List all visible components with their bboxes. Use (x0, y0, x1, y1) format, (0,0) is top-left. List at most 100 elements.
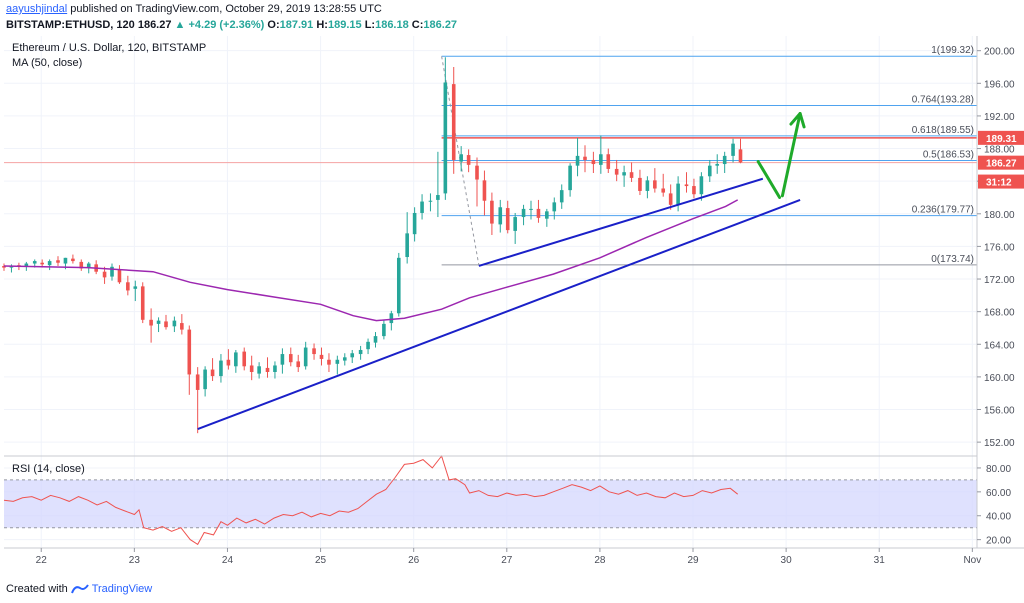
candle-body (443, 82, 448, 194)
tradingview-logo-icon (70, 584, 89, 594)
price-axis-badge (978, 174, 1024, 189)
rsi-band-fill (4, 479, 977, 528)
price-axis-badge (978, 155, 1024, 170)
time-tick-label: 23 (129, 555, 141, 566)
rsi-path (3, 454, 739, 546)
tradingview-brand[interactable]: TradingView (91, 583, 153, 595)
candle-body (210, 369, 215, 377)
rsi-line (3, 454, 739, 546)
candlesticks (2, 57, 743, 434)
candle-body (79, 261, 84, 269)
time-tick-label: Nov (963, 555, 981, 566)
candle-body (676, 183, 680, 205)
ma-legend: MA (50, close) (12, 57, 82, 69)
candle-body (707, 165, 712, 177)
candle-body (536, 208, 541, 218)
candle-body (133, 286, 138, 289)
time-tick-label: 31 (874, 555, 886, 566)
horizontal-lines[interactable] (4, 137, 977, 164)
candle-body (722, 155, 727, 165)
open-label: O: (267, 19, 280, 31)
rsi-tick-label: 60.00 (986, 488, 1011, 499)
price-tick-label: 160.00 (984, 373, 1015, 384)
candle-body (63, 257, 68, 264)
candle-body (521, 208, 526, 218)
rsi-legend: RSI (14, close) (12, 463, 85, 475)
low-value: 186.18 (375, 19, 409, 31)
price-tick-label: 152.00 (984, 438, 1015, 449)
candle-body (219, 360, 223, 377)
price-tick-label: 164.00 (984, 340, 1015, 351)
last-price: 186.27 (137, 19, 172, 31)
time-tick-label: 26 (408, 555, 420, 566)
candle-body (226, 359, 231, 366)
candle-body (645, 180, 650, 191)
candle-body (195, 374, 200, 390)
forecast-arrows[interactable] (756, 111, 806, 199)
candle-body (24, 263, 29, 267)
price-axis-badge-label: 186.27 (986, 159, 1017, 170)
candle-body (156, 320, 161, 324)
time-tick-label: 29 (687, 555, 699, 566)
chart-axes: 152.00 156.00 160.00 164.00 168.00 172.00 176.… (4, 36, 1024, 566)
candle-body (451, 84, 456, 160)
created-with-text: Created with (6, 583, 68, 595)
fib-level-label: 0(173.74) (931, 254, 974, 265)
candle-body (373, 336, 378, 343)
price-tick-label: 188.00 (984, 145, 1015, 156)
candle-body (668, 193, 673, 205)
up-arrow-shaft (780, 111, 802, 198)
candle-body (396, 257, 401, 314)
time-tick-label: 24 (222, 555, 234, 566)
candle-body (459, 154, 463, 162)
candle-body (490, 200, 494, 224)
candle-body (505, 208, 510, 231)
price-chart[interactable]: 1(199.32) 0.764(193.28) 0.618(189.55) 0.5(1… (0, 36, 1024, 581)
moving-average-50 (3, 199, 739, 322)
candle-body (172, 320, 177, 327)
candle-body (731, 143, 735, 156)
candle-body (614, 168, 619, 175)
candle-body (180, 323, 184, 330)
trendline (478, 177, 764, 267)
fib-level-label: 1(199.32) (931, 45, 974, 56)
candle-body (552, 202, 557, 212)
candle-body (366, 341, 370, 350)
fibonacci-retracement[interactable]: 1(199.32) 0.764(193.28) 0.618(189.55) 0.5(1… (441, 45, 977, 266)
candle-body (288, 354, 293, 363)
price-axis-badge-label: 31:12 (986, 178, 1012, 189)
candle-body (568, 165, 572, 191)
rsi-band (4, 479, 977, 529)
candle-body (296, 361, 301, 368)
candle-body (482, 180, 487, 201)
candle-body (71, 258, 75, 262)
candle-body (389, 313, 394, 324)
price-axis-badge-label: 189.31 (986, 134, 1017, 145)
candle-body (699, 176, 704, 195)
candle-body (599, 154, 603, 165)
candle-body (420, 201, 424, 213)
candle-body (303, 347, 308, 367)
candle-body (265, 367, 270, 372)
chart-title: Ethereum / U.S. Dollar, 120, BITSTAMP (12, 42, 206, 54)
candle-body (575, 155, 580, 166)
candle-body (591, 159, 596, 165)
candle-body (312, 348, 316, 355)
candle-body (622, 172, 626, 176)
trendlines[interactable] (197, 177, 801, 431)
rsi-tick-label: 40.00 (986, 512, 1011, 523)
candle-body (738, 149, 743, 163)
candle-body (203, 369, 207, 390)
candle-body (140, 286, 145, 320)
candle-body (117, 269, 122, 283)
candle-body (164, 321, 168, 328)
close-label: C: (411, 19, 424, 31)
candle-body (187, 329, 192, 375)
trendline (197, 198, 801, 431)
price-tick-label: 192.00 (984, 112, 1015, 123)
price-change: +4.29 (+2.36%) (188, 19, 265, 31)
open-value: 187.91 (279, 19, 314, 31)
time-tick-label: 25 (315, 555, 327, 566)
candle-body (32, 261, 37, 264)
author-link[interactable]: aayushjindal (6, 3, 68, 15)
